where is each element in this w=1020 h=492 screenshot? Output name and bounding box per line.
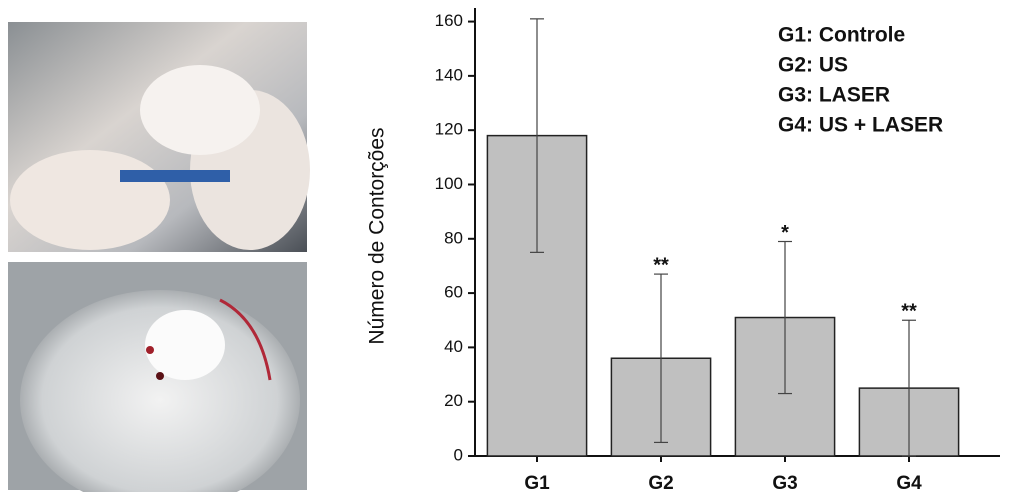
significance-label: ** [901,301,917,323]
x-tick-label: G3 [772,473,797,492]
y-tick-label: 40 [444,337,463,356]
y-tick-label: 0 [454,445,463,464]
y-tick-label: 80 [444,228,463,247]
y-tick-label: 140 [435,65,463,84]
x-tick-label: G1 [524,473,550,492]
significance-label: * [781,222,789,244]
x-tick-label: G2 [648,473,673,492]
y-axis-label: Número de Contorções [366,127,389,344]
y-tick-label: 20 [444,391,463,410]
legend-entry: G2: US [778,54,848,77]
y-tick-label: 60 [444,283,463,302]
photo-top [8,22,310,252]
y-tick-label: 120 [435,120,463,139]
y-tick-label: 160 [435,11,463,30]
legend-entry: G3: LASER [778,84,890,107]
legend-entry: G4: US + LASER [778,114,943,137]
significance-label: ** [653,254,669,276]
x-tick-label: G4 [896,473,922,492]
photo-bottom [8,262,307,492]
y-tick-label: 100 [435,174,463,193]
legend-entry: G1: Controle [778,24,905,47]
